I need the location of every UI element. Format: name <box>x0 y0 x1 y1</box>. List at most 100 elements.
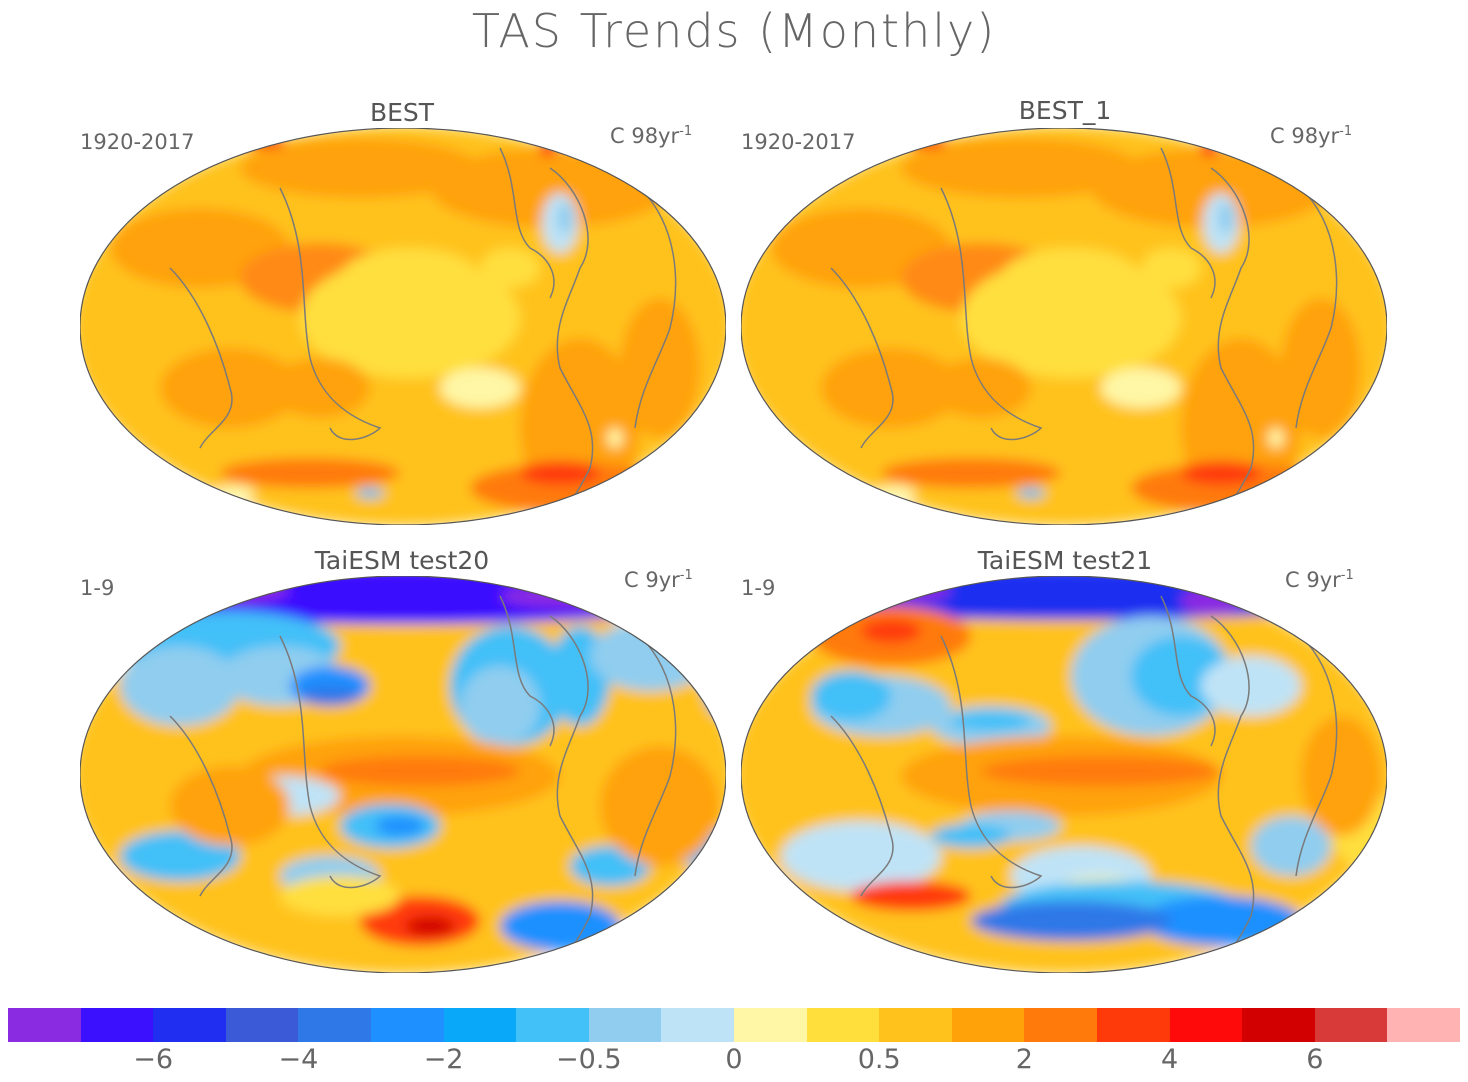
anomaly-region <box>356 488 384 498</box>
colorbar-swatch <box>443 1008 517 1042</box>
anomaly-region <box>861 619 921 643</box>
anomaly-region <box>1017 488 1045 498</box>
colorbar-swatch <box>1096 1008 1170 1042</box>
panel-title: BEST_1 <box>1018 96 1112 125</box>
colorbar-swatch <box>1314 1008 1388 1042</box>
colorbar-swatch <box>1387 1008 1460 1042</box>
panel-unit-label: C 98yr-1 <box>610 124 693 148</box>
coastline <box>634 635 677 877</box>
anomaly-region <box>1251 816 1331 876</box>
coastline <box>1210 167 1255 519</box>
anomaly-region <box>931 358 1031 418</box>
colorbar-swatch <box>225 1008 299 1042</box>
anomaly-region <box>951 711 1031 731</box>
anomaly-region <box>811 671 891 721</box>
panel-title: TaiESM test21 <box>977 546 1153 575</box>
coastline <box>549 615 594 967</box>
anomaly-region <box>1268 428 1284 448</box>
panel-period-label: 1-9 <box>741 576 776 600</box>
colorbar-swatch <box>879 1008 952 1042</box>
colorbar-ticks: −6 −4 −2 −0.5 0 0.5 2 4 6 <box>8 1044 1460 1080</box>
colorbar-tick-label: 2 <box>1015 1044 1033 1075</box>
colorbar-tick-label: 4 <box>1161 1044 1179 1075</box>
colorbar-swatch <box>1242 1008 1315 1042</box>
anomaly-region <box>1141 248 1201 288</box>
colorbar-swatch <box>661 1008 734 1042</box>
anomaly-region <box>620 298 700 438</box>
coastline <box>169 267 233 449</box>
anomaly-region <box>220 458 400 488</box>
anomaly-region <box>270 358 370 418</box>
anomaly-region <box>1218 202 1234 234</box>
anomaly-region <box>1001 248 1141 308</box>
map-border <box>80 576 726 973</box>
anomaly-region <box>600 746 720 866</box>
anomaly-region <box>1181 461 1261 485</box>
anomaly-region <box>1301 716 1381 836</box>
coastline <box>499 595 555 747</box>
panel-unit-label: C 9yr-1 <box>624 568 693 592</box>
anomaly-region <box>901 138 1141 198</box>
anomaly-region <box>170 766 290 846</box>
colorbar-swatch <box>8 1008 81 1042</box>
figure-title: TAS Trends (Monthly) <box>471 4 997 58</box>
colorbar-swatch <box>153 1008 226 1042</box>
colorbar <box>8 1008 1460 1042</box>
anomaly-region <box>500 584 620 608</box>
panel-title: TaiESM test20 <box>314 546 490 575</box>
coastline <box>499 147 555 299</box>
colorbar-swatch <box>733 1008 807 1042</box>
anomaly-region <box>1201 656 1301 716</box>
map-border <box>741 576 1387 973</box>
anomaly-region <box>405 916 455 936</box>
panel-title: BEST <box>369 98 435 127</box>
anomaly-region <box>1101 368 1181 408</box>
panel-period-label: 1920-2017 <box>80 130 195 154</box>
anomaly-region <box>876 485 916 501</box>
panel-period-label: 1-9 <box>80 576 115 600</box>
map-border <box>741 128 1387 525</box>
panel-unit-label: C 98yr-1 <box>1270 124 1353 148</box>
colorbar-swatch <box>1169 1008 1243 1042</box>
coastline <box>1160 595 1216 747</box>
colorbar-swatch <box>370 1008 444 1042</box>
anomaly-region <box>240 138 480 198</box>
anomaly-region <box>375 816 425 836</box>
world-map <box>741 576 1387 973</box>
anomaly-region <box>557 202 573 234</box>
colorbar-swatch <box>298 1008 371 1042</box>
colorbar-tick-label: −0.5 <box>556 1044 622 1075</box>
anomaly-region <box>280 876 400 916</box>
anomaly-region <box>981 756 1221 786</box>
coastline <box>830 267 894 449</box>
colorbar-swatch <box>588 1008 662 1042</box>
colorbar-swatch <box>951 1008 1025 1042</box>
anomaly-region <box>83 576 723 624</box>
anomaly-region <box>500 901 620 951</box>
anomaly-region <box>700 596 726 716</box>
colorbar-tick-label: 0 <box>725 1044 743 1075</box>
colorbar-tick-label: −6 <box>133 1044 174 1075</box>
coastline <box>1160 147 1216 299</box>
anomaly-region <box>120 646 240 726</box>
colorbar-tick-label: −2 <box>423 1044 464 1075</box>
map-border <box>80 128 726 525</box>
coastline <box>634 187 677 429</box>
anomaly-region <box>215 485 255 501</box>
colorbar-swatch <box>1024 1008 1097 1042</box>
coastline <box>1210 615 1255 967</box>
colorbar-swatch <box>516 1008 589 1042</box>
coastline <box>1295 635 1338 877</box>
anomaly-region <box>480 248 540 288</box>
panel-unit-label: C 9yr-1 <box>1285 568 1354 592</box>
colorbar-tick-label: −4 <box>278 1044 319 1075</box>
colorbar-swatch <box>806 1008 880 1042</box>
anomaly-region <box>460 666 540 746</box>
world-map <box>741 128 1387 525</box>
coastline <box>279 635 382 889</box>
coastline <box>940 635 1043 889</box>
anomaly-region <box>607 428 623 448</box>
anomaly-region <box>781 821 941 891</box>
coastline <box>830 715 894 897</box>
panel-period-label: 1920-2017 <box>741 130 856 154</box>
